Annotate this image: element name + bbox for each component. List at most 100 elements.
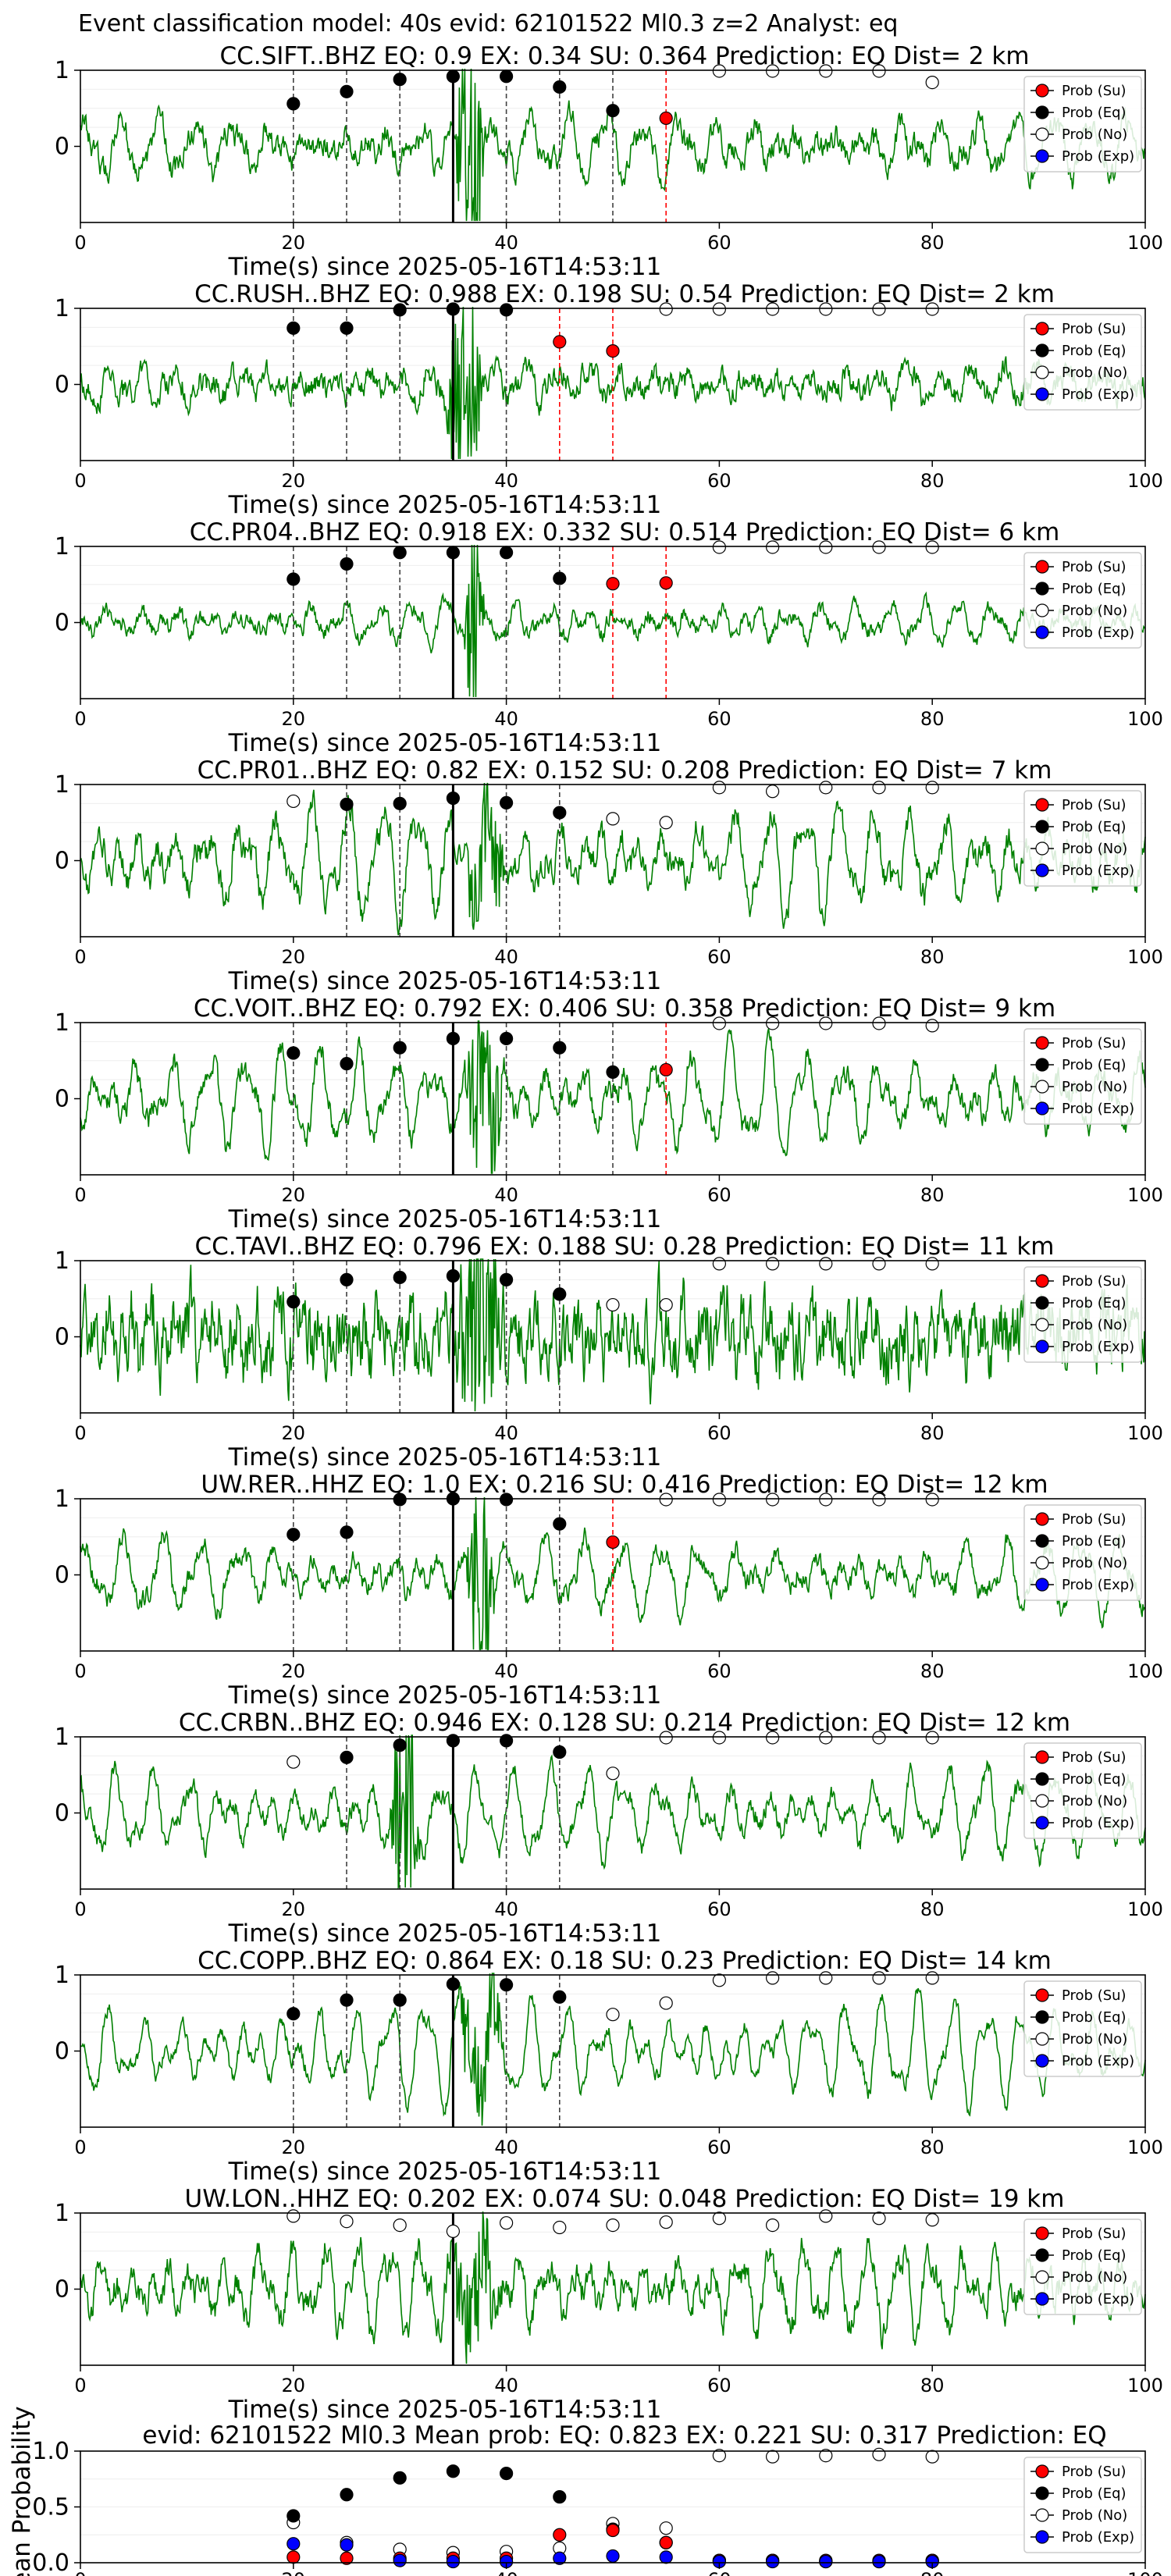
x-tick-label-10-20: 20 [282,2375,306,2396]
legend-marker-2-1 [1035,343,1049,358]
legend-marker-11-1 [1035,2486,1049,2500]
legend-marker-5-1 [1035,1058,1049,1072]
prob-point-5-45 [553,1041,567,1055]
prob-point-10-30 [393,2218,407,2233]
prob-point-2-30 [393,303,407,317]
prob-point-6-65 [765,1257,780,1271]
x-tick-label-4-100: 100 [1127,946,1163,968]
waveform-1 [80,68,1146,222]
x-tick-label-1-20: 20 [282,232,306,254]
mean-point-eq-30 [393,2471,407,2485]
legend-label-6-1: Prob (Eq) [1062,1295,1127,1311]
legend-marker-2-2 [1035,365,1049,379]
mean-point-no-70 [819,2449,833,2463]
mean-point-no-75 [872,2447,886,2461]
prob-point-6-45 [553,1287,567,1301]
x-axis-label-10: Time(s) since 2025-05-16T14:53:11 [228,2396,662,2424]
legend-box-7 [1023,1504,1142,1601]
mean-x-tick-label-0: 0 [74,2569,86,2576]
prob-point-3-65 [765,540,780,554]
waveform-9 [80,1973,1146,2126]
prob-point-4-75 [872,781,886,795]
prob-point-9-40 [499,1978,514,1992]
prob-point-7-80 [925,1493,939,1507]
x-tick-label-4-0: 0 [74,946,86,968]
panel-7: UW.RER..HHZ EQ: 1.0 EX: 0.216 SU: 0.416 … [55,1471,1163,1710]
prob-point-9-65 [765,1971,780,1985]
panel-title-9: CC.COPP..BHZ EQ: 0.864 EX: 0.18 SU: 0.23… [198,1947,1052,1975]
prob-point-4-30 [393,796,407,810]
waveform-8 [80,1735,1146,1889]
mean-point-exp-25 [340,2538,354,2552]
legend-label-8-0: Prob (Su) [1062,1749,1127,1766]
prob-point-10-60 [712,2211,727,2226]
x-tick-label-9-40: 40 [494,2137,518,2158]
x-tick-label-6-40: 40 [494,1422,518,1444]
y-tick-label-3-1: 1 [55,533,69,560]
legend-marker-3-3 [1035,625,1049,639]
prob-point-9-55 [659,1996,673,2010]
prob-point-8-65 [765,1731,780,1745]
prob-point-10-50 [606,2218,620,2233]
prob-point-5-20 [287,1046,301,1060]
prob-point-10-70 [819,2209,833,2223]
x-tick-label-3-60: 60 [707,708,731,730]
prob-point-9-60 [712,1973,727,1987]
prob-point-6-55 [659,1297,673,1312]
legend-marker-3-2 [1035,603,1049,617]
legend-marker-4-0 [1035,798,1049,812]
legend-box-1 [1023,76,1142,173]
legend-label-11-2: Prob (No) [1062,2507,1127,2524]
prob-point-5-75 [872,1016,886,1030]
x-tick-label-3-20: 20 [282,708,306,730]
prob-point-7-55 [659,1493,673,1507]
prob-point-6-50 [606,1297,620,1312]
x-tick-label-8-100: 100 [1127,1898,1163,1920]
mean-panel-title: evid: 62101522 Ml0.3 Mean prob: EQ: 0.82… [142,2421,1106,2450]
prob-point-10-20 [287,2209,301,2223]
legend-label-10-0: Prob (Su) [1062,2226,1127,2242]
prob-point-5-80 [925,1019,939,1033]
mean-point-eq-20 [287,2509,301,2523]
prob-point-9-75 [872,1971,886,1985]
prob-point-3-30 [393,546,407,560]
prob-point-8-55 [659,1731,673,1745]
prob-point-8-60 [712,1731,727,1745]
prob-point-5-25 [340,1057,354,1071]
x-tick-label-10-40: 40 [494,2375,518,2396]
prob-point-10-55 [659,2215,673,2229]
legend-marker-6-2 [1035,1318,1049,1332]
prob-point-4-35 [446,791,461,806]
legend-label-5-1: Prob (Eq) [1062,1057,1127,1073]
mean-panel: evid: 62101522 Ml0.3 Mean prob: EQ: 0.82… [8,2406,1163,2576]
legend-box-2 [1023,314,1142,411]
prob-point-6-20 [287,1295,301,1309]
prob-point-8-45 [553,1745,567,1759]
legend-box-11 [1023,2457,1142,2553]
prob-point-1-20 [287,97,301,111]
panel-title-4: CC.PR01..BHZ EQ: 0.82 EX: 0.152 SU: 0.20… [198,756,1052,785]
mean-y-tick-label-1.0: 1.0 [32,2438,69,2465]
x-tick-label-10-60: 60 [707,2375,731,2396]
x-axis-label-7: Time(s) since 2025-05-16T14:53:11 [228,1681,662,1710]
x-tick-label-9-60: 60 [707,2137,731,2158]
legend-marker-4-3 [1035,863,1049,877]
x-tick-label-3-80: 80 [920,708,945,730]
mean-point-exp-50 [606,2549,620,2564]
legend-label-10-3: Prob (Exp) [1062,2291,1134,2307]
legend-box-4 [1023,790,1142,887]
x-tick-label-3-40: 40 [494,708,518,730]
x-tick-label-3-100: 100 [1127,708,1163,730]
legend-marker-1-1 [1035,105,1049,119]
prob-point-1-35 [446,69,461,84]
legend-label-9-1: Prob (Eq) [1062,2009,1127,2026]
legend-marker-9-1 [1035,2010,1049,2024]
prob-point-8-75 [872,1731,886,1745]
x-axis-label-5: Time(s) since 2025-05-16T14:53:11 [228,1205,662,1233]
y-tick-label-5-0: 0 [55,1086,69,1113]
x-tick-label-3-0: 0 [74,708,86,730]
legend-label-4-1: Prob (Eq) [1062,819,1127,835]
prob-point-8-25 [340,1750,354,1764]
x-tick-label-7-60: 60 [707,1660,731,1682]
